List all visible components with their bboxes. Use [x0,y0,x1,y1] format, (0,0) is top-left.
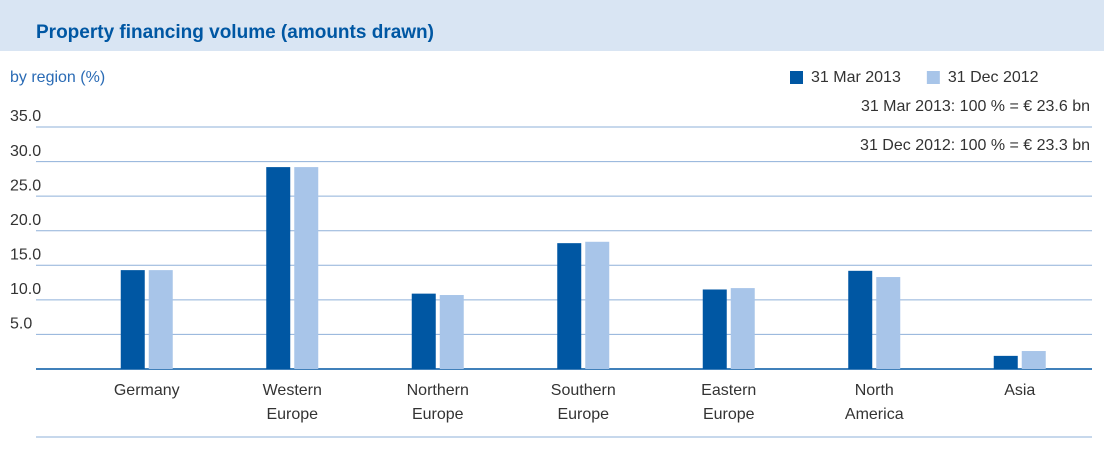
annotation: 31 Mar 2013: 100 % = € 23.6 bn [861,98,1090,115]
y-tick-label: 10.0 [10,281,41,298]
x-tick-label: Southern [551,382,616,399]
y-tick-label: 15.0 [10,247,41,264]
x-tick-label: Europe [557,406,609,423]
bar [120,270,145,369]
annotation: 31 Dec 2012: 100 % = € 23.3 bn [860,137,1090,154]
x-tick-label: Eastern [701,382,756,399]
bar [266,167,291,369]
bar [557,243,582,369]
bar [439,295,464,369]
y-tick-label: 5.0 [10,316,32,333]
bar [148,270,173,369]
legend-label: 31 Dec 2012 [948,69,1039,86]
bar [1021,351,1046,369]
x-tick-label: Europe [412,406,464,423]
legend-label: 31 Mar 2013 [811,69,901,86]
x-tick-label: America [845,406,904,423]
y-tick-label: 35.0 [10,108,41,125]
y-tick-label: 25.0 [10,177,41,194]
bar [848,270,873,369]
bar [294,167,319,369]
x-tick-label: Asia [1004,382,1035,399]
legend-swatch [790,71,803,84]
x-tick-label: Germany [114,382,180,399]
y-tick-label: 30.0 [10,143,41,160]
chart-title: Property financing volume (amounts drawn… [36,22,434,43]
x-tick-label: Europe [266,406,318,423]
bar [585,241,610,369]
chart-subtitle: by region (%) [10,69,105,86]
y-tick-label: 20.0 [10,212,41,229]
x-tick-label: Northern [407,382,469,399]
x-tick-label: North [855,382,894,399]
header-band [0,0,1104,51]
legend-swatch [926,71,940,84]
x-tick-label: Europe [703,406,755,423]
bar [411,293,436,369]
bar [876,277,901,369]
bar [730,288,755,369]
bar [993,355,1018,369]
x-tick-label: Western [263,382,322,399]
bar [702,289,727,369]
